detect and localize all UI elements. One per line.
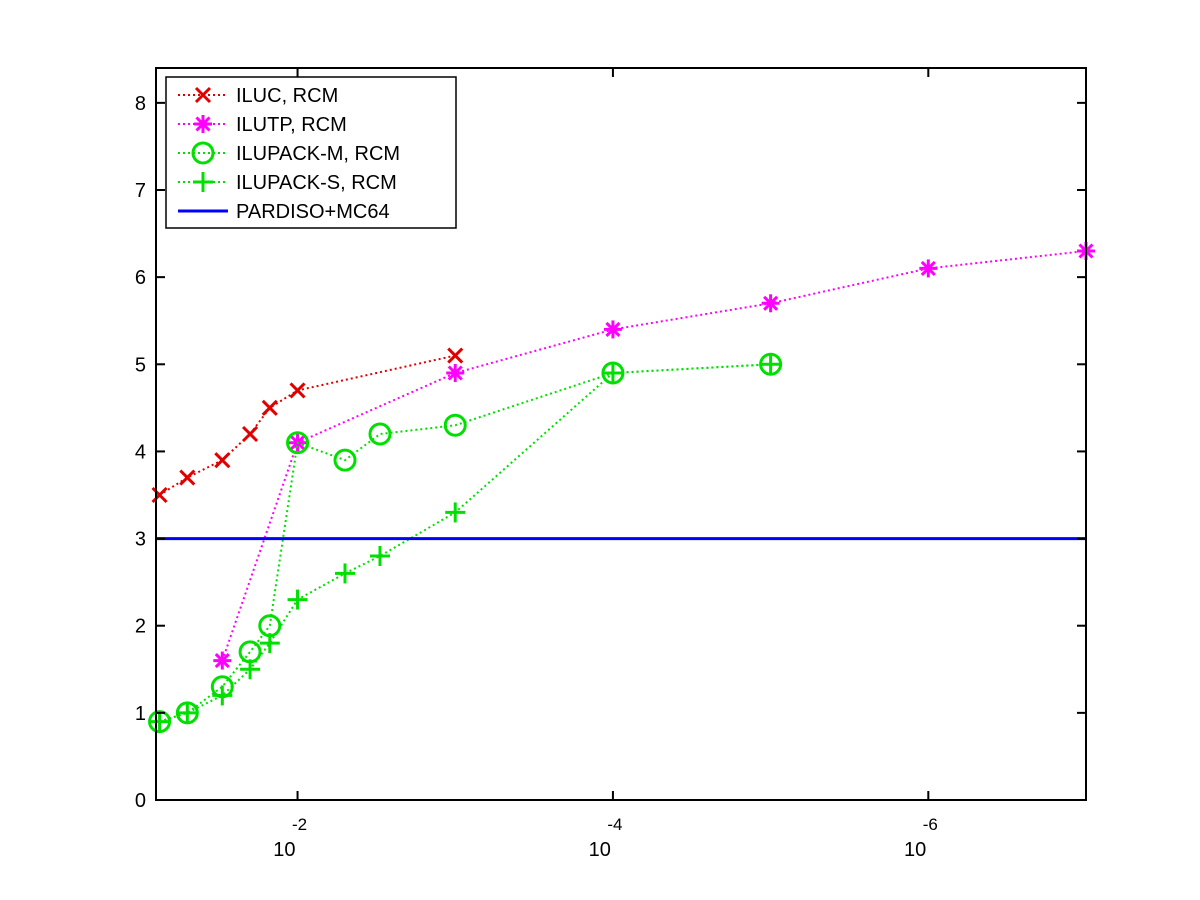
x-tick-base-0: 10 [273, 839, 295, 861]
y-tick-label-6: 6 [135, 267, 146, 289]
data-point-2-7 [368, 422, 392, 446]
data-point-1-0 [213, 651, 232, 670]
legend-item-3: ILUPACK-S, RCM [178, 172, 397, 194]
y-tick-label-3: 3 [135, 529, 146, 551]
data-point-1-3 [603, 320, 622, 339]
data-point-3-8 [445, 502, 466, 523]
y-tick-label-1: 1 [135, 703, 146, 725]
y-tick-label-7: 7 [135, 180, 146, 202]
series-layer [148, 242, 1095, 734]
series-3 [149, 354, 781, 732]
data-point-1-2 [446, 364, 465, 382]
legend-marker-1 [194, 115, 212, 133]
x-tick-label-2: 10-6 [904, 815, 938, 861]
data-point-2-8 [443, 413, 467, 437]
legend-marker-0 [194, 86, 212, 104]
data-point-3-3 [240, 659, 261, 680]
data-point-0-5 [289, 382, 306, 399]
y-tick-label-4: 4 [135, 441, 146, 463]
legend-label-2: ILUPACK-M, RCM [236, 143, 400, 165]
axes-box [155, 67, 1087, 801]
data-point-0-4 [261, 399, 278, 416]
data-point-3-1 [177, 702, 198, 723]
legend-item-1: ILUTP, RCM [178, 114, 347, 136]
legend-label-3: ILUPACK-S, RCM [236, 172, 397, 194]
data-point-3-5 [287, 589, 308, 610]
data-point-0-6 [447, 347, 464, 364]
legend-item-0: ILUC, RCM [178, 85, 338, 107]
legend-item-2: ILUPACK-M, RCM [178, 141, 400, 165]
legend-label-0: ILUC, RCM [236, 85, 338, 107]
legend-marker-2 [191, 141, 215, 165]
data-point-2-5 [286, 431, 310, 455]
data-point-3-9 [602, 363, 623, 383]
y-tick-label-0: 0 [135, 790, 146, 812]
data-point-0-1 [179, 469, 196, 486]
data-point-2-6 [333, 448, 357, 472]
data-point-3-10 [760, 354, 781, 375]
data-point-1-4 [761, 294, 780, 313]
data-point-1-5 [919, 259, 938, 278]
x-tick-label-1: 10-4 [589, 815, 623, 861]
data-point-3-7 [370, 546, 391, 566]
x-tick-exponent-2: -6 [923, 815, 938, 834]
x-tick-base-1: 10 [589, 839, 611, 861]
data-point-0-3 [242, 425, 259, 443]
y-tick-label-2: 2 [135, 616, 146, 638]
data-point-3-2 [212, 685, 233, 706]
y-tick-label-5: 5 [135, 354, 146, 376]
legend-marker-3 [193, 172, 213, 192]
x-tick-exponent-1: -4 [607, 815, 622, 834]
legend-label-1: ILUTP, RCM [236, 114, 347, 136]
x-tick-exponent-0: -2 [292, 815, 307, 834]
legend-label-4: PARDISO+MC64 [236, 201, 390, 223]
data-point-3-0 [149, 711, 170, 732]
series-0 [151, 347, 464, 504]
x-tick-base-2: 10 [904, 839, 926, 861]
x-tick-label-0: 10-2 [273, 815, 307, 861]
legend-item-4: PARDISO+MC64 [178, 201, 390, 223]
y-tick-label-8: 8 [135, 93, 146, 115]
data-point-0-2 [214, 452, 231, 469]
data-point-0-0 [151, 486, 168, 504]
legend: ILUC, RCM ILUTP, RCM ILUPACK-M, RCM ILUPACK… [165, 76, 457, 229]
data-point-3-4 [259, 633, 280, 654]
series-line-2 [159, 363, 771, 723]
data-point-3-6 [335, 563, 356, 584]
